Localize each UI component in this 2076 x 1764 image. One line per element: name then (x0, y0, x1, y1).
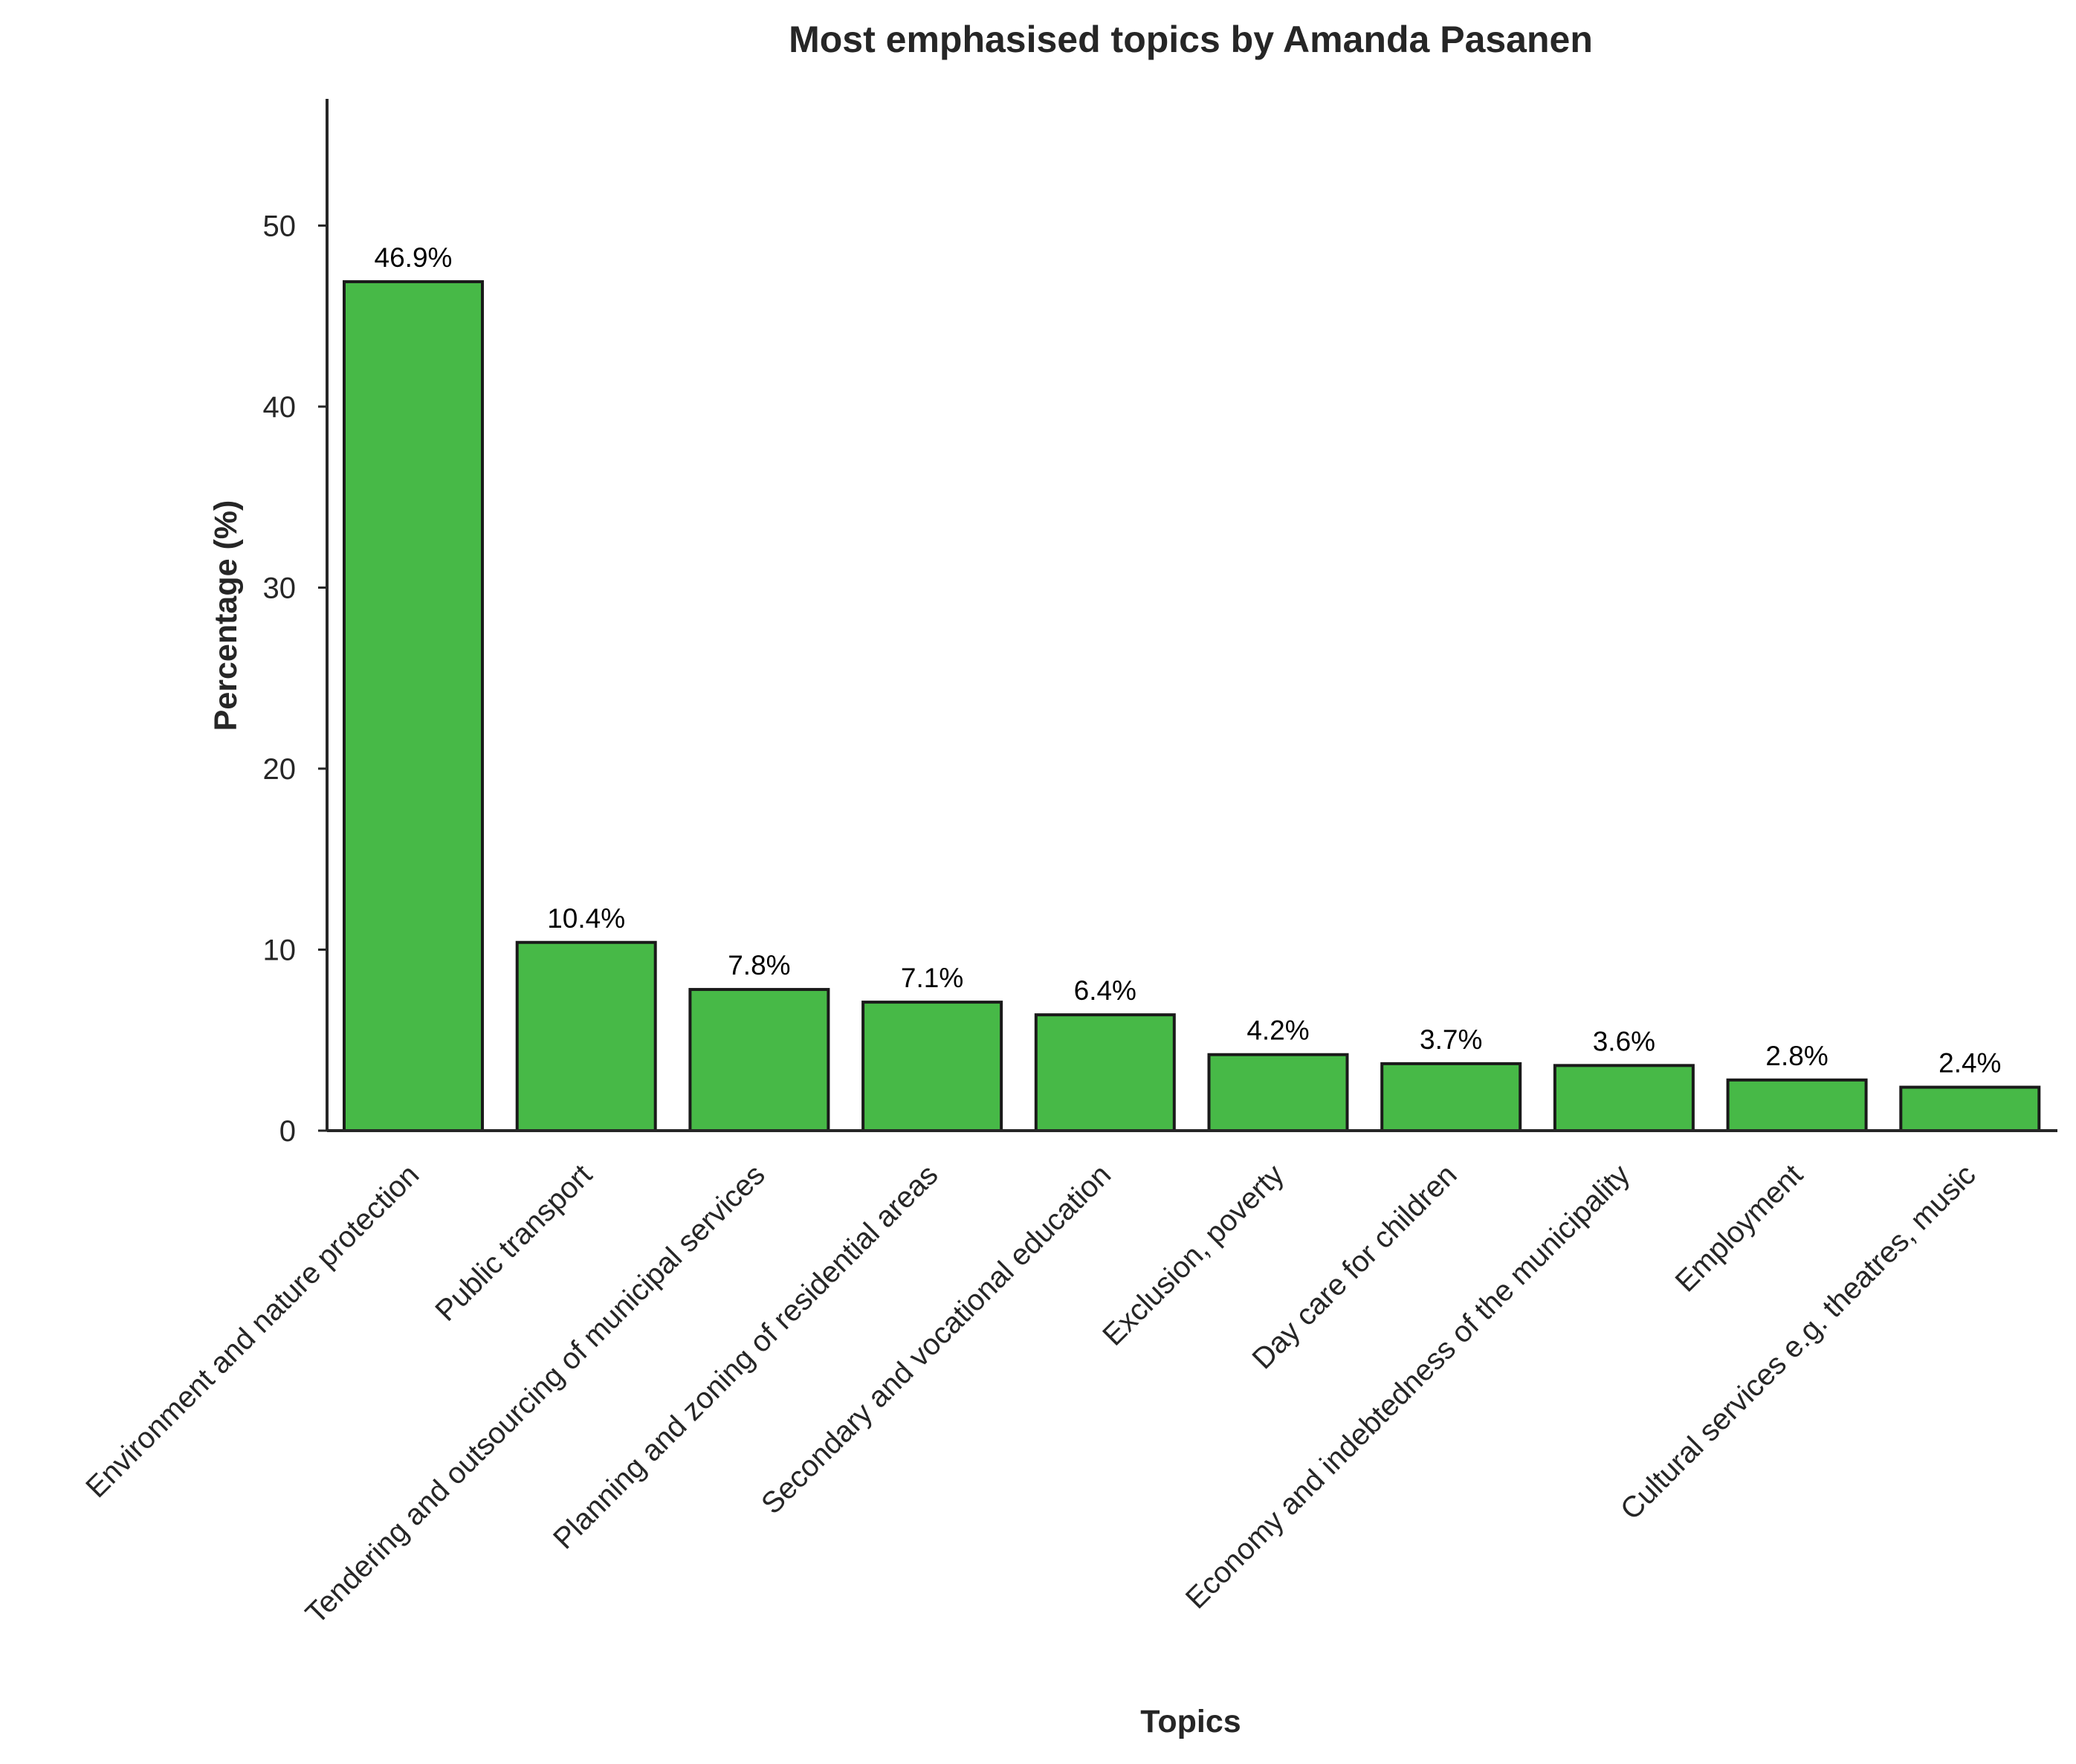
bar (861, 1001, 1003, 1132)
bars-group (343, 280, 2041, 1133)
x-tick-label: Cultural services e.g. theatres, music (1614, 1158, 1982, 1526)
y-tick-label: 30 (263, 572, 297, 604)
bar (1034, 1013, 1176, 1133)
x-tick-label: Exclusion, poverty (1096, 1158, 1290, 1352)
bar (1380, 1062, 1522, 1132)
bar (1553, 1064, 1695, 1132)
bar-value-label: 6.4% (1074, 975, 1136, 1006)
bar-value-label: 46.9% (375, 242, 453, 273)
y-tick-label: 0 (279, 1115, 296, 1148)
chart-title: Most emphasised topics by Amanda Pasanen (789, 19, 1593, 60)
x-tick-label: Environment and nature protection (80, 1158, 425, 1504)
bar-value-label: 2.4% (1938, 1048, 2001, 1079)
x-tick-label: Planning and zoning of residential areas (547, 1158, 944, 1555)
y-tick-label: 50 (263, 210, 297, 242)
y-tick-label: 10 (263, 934, 297, 966)
x-tick-label: Public transport (429, 1158, 598, 1328)
x-tick-label: Secondary and vocational education (755, 1158, 1117, 1520)
x-axis-label: Topics (1140, 1704, 1241, 1739)
y-tick-label: 40 (263, 391, 297, 424)
bar (343, 280, 484, 1132)
y-axis-label: Percentage (%) (208, 500, 244, 731)
y-axis-ticks: 0 10 20 30 40 50 (263, 210, 327, 1148)
bar (1899, 1085, 2041, 1132)
bar-value-label: 10.4% (547, 903, 625, 934)
data-labels-group: 46.9% 10.4% 7.8% 7.1% 6.4% 4.2% 3.7% 3.6% 2.8% 2.… (375, 242, 2002, 1079)
bar-value-label: 2.8% (1765, 1041, 1828, 1071)
bar-value-label: 3.7% (1420, 1024, 1482, 1055)
bar (515, 940, 657, 1132)
bar (688, 988, 830, 1132)
x-tick-label: Employment (1669, 1158, 1809, 1298)
bar (1207, 1053, 1349, 1132)
bar-value-label: 7.1% (901, 963, 963, 993)
x-axis-tick-labels: Environment and nature protection Public … (80, 1158, 1982, 1630)
bar-value-label: 3.6% (1593, 1026, 1655, 1056)
y-tick-label: 20 (263, 753, 297, 786)
bar (1726, 1078, 1868, 1132)
bar-value-label: 7.8% (728, 950, 790, 980)
bar-value-label: 4.2% (1246, 1015, 1309, 1046)
